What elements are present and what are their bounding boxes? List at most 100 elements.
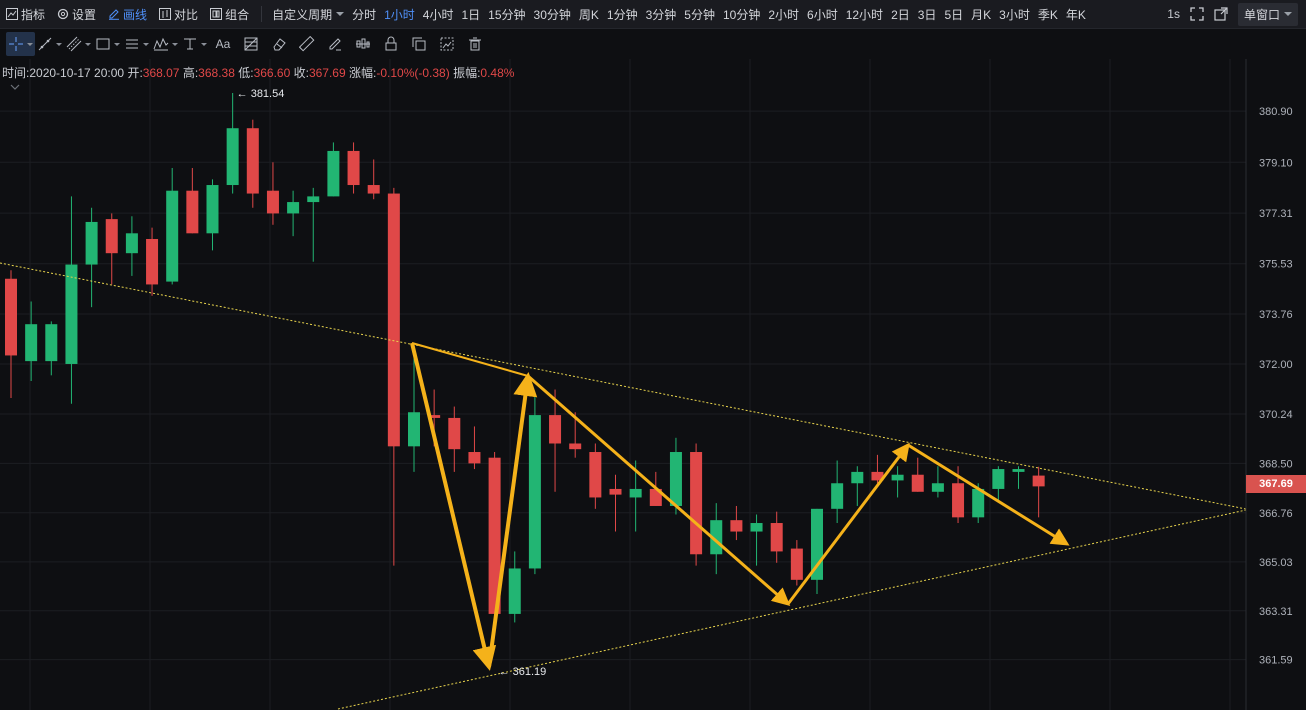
pattern-tool[interactable] [151,32,180,56]
fullscreen-icon[interactable] [1190,7,1204,21]
period-option-3[interactable]: 1日 [461,7,481,22]
brush-tool[interactable] [321,32,349,56]
popout-icon[interactable] [1214,7,1228,21]
crosshair-icon [9,37,23,51]
drawing-label: 画线 [123,7,148,22]
period-option-10[interactable]: 10分钟 [722,7,761,22]
drawing-button[interactable]: 画线 [102,0,153,28]
candle-body [569,443,582,450]
upper-trendline [0,262,1247,510]
compare-button[interactable]: 对比 [153,0,204,28]
candle-body [891,474,904,481]
candle [5,270,17,399]
period-option-20[interactable]: 年K [1065,7,1086,22]
candlestick-chart[interactable]: 380.90 379.10 377.31 375.53 373.76 372.00 370.… [0,59,1306,710]
close-value: 367.69 [308,66,346,80]
trendline-tool[interactable] [35,32,64,56]
period-option-11[interactable]: 2小时 [768,7,800,22]
measure-icon [184,38,196,50]
amplitude-label: 振幅: [453,66,481,80]
period-option-2[interactable]: 4小时 [422,7,454,22]
candle [266,162,279,225]
screenshot-tool[interactable] [433,32,461,56]
collapse-chevron-icon[interactable] [10,84,20,92]
candle-body [992,469,1005,489]
candle-body [609,488,622,495]
candle [931,466,944,498]
candle-body [166,190,179,282]
refresh-interval[interactable]: 1s [1167,7,1180,21]
period-option-13[interactable]: 12小时 [845,7,884,22]
candle-body [408,412,420,447]
window-mode-dropdown[interactable]: 单窗口 [1237,2,1298,26]
low-value: 366.60 [253,66,291,80]
horizontal-lines-tool[interactable] [122,32,151,56]
period-option-18[interactable]: 3小时 [999,7,1030,22]
fibonacci-tool[interactable] [237,32,265,56]
open-label: 开: [127,66,143,80]
y-tick-label: 365.03 [1259,557,1293,569]
settings-button[interactable]: 设置 [51,0,102,28]
period-option-15[interactable]: 3日 [917,7,937,22]
candle-body [831,483,844,509]
candle [1012,466,1025,489]
combo-button[interactable]: 组合 [204,0,255,28]
crosshair-tool[interactable] [6,32,35,56]
candle-body [125,233,138,254]
candle [125,216,138,276]
period-option-19[interactable]: 季K [1037,7,1058,22]
extreme-markers: ← 381.54 ← 361.19 [237,88,547,678]
rectangle-tool[interactable] [93,32,122,56]
candle [508,551,521,623]
candle-body [65,264,78,364]
y-tick-label: 361.59 [1259,655,1293,667]
open-value: 368.07 [142,66,180,80]
delete-drawings-tool[interactable] [461,32,489,56]
candle-body [246,128,259,194]
y-tick-label: 368.50 [1259,458,1293,470]
price-axis: 380.90 379.10 377.31 375.53 373.76 372.00 370.… [1245,59,1293,710]
chart-grid [0,59,1246,710]
candle-body [307,196,320,203]
period-option-12[interactable]: 6小时 [807,7,838,22]
ruler-tool[interactable] [293,32,321,56]
zigzag-arrow-2 [487,372,538,668]
chevron-down-icon [172,42,178,46]
y-tick-label: 366.76 [1259,508,1293,520]
channel-tool[interactable] [64,32,93,56]
custom-period-dropdown[interactable]: 自定义周期 [268,0,348,28]
candle [307,187,320,262]
period-option-16[interactable]: 5日 [944,7,964,22]
candle [911,457,924,492]
candle [166,167,179,285]
period-option-14[interactable]: 2日 [891,7,910,22]
chevron-down-icon [56,42,62,46]
period-option-5[interactable]: 30分钟 [533,7,571,22]
candle [831,460,844,524]
candle [347,142,360,194]
candle [549,389,562,492]
period-option-17[interactable]: 月K [971,7,992,22]
y-tick-label: 379.10 [1259,157,1293,169]
candle-body [45,324,58,362]
lock-tool[interactable] [377,32,405,56]
copy-tool[interactable] [405,32,433,56]
period-option-6[interactable]: 周K [578,7,599,22]
chevron-down-icon [1284,12,1292,16]
candle-body [266,190,279,214]
measure-tool[interactable] [180,32,209,56]
candle-body [226,128,239,186]
period-option-4[interactable]: 15分钟 [488,7,526,22]
period-option-9[interactable]: 5分钟 [684,7,715,22]
candle [992,466,1005,501]
period-option-8[interactable]: 3分钟 [645,7,677,22]
period-option-7[interactable]: 1分钟 [606,7,638,22]
candle [488,452,501,626]
toolbar-right-group: 1s 单窗口 [1167,0,1306,28]
candle-draw-tool[interactable] [349,32,377,56]
eraser-tool[interactable] [265,32,293,56]
indicators-button[interactable]: 指标 [0,0,51,28]
text-tool[interactable]: Aa [209,32,237,56]
period-option-0[interactable]: 分时 [352,7,377,22]
period-option-1[interactable]: 1小时 [384,7,415,22]
